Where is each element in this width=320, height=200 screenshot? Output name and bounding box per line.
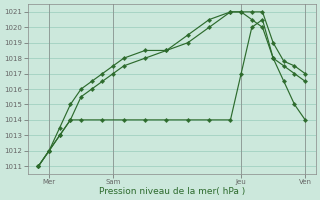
X-axis label: Pression niveau de la mer( hPa ): Pression niveau de la mer( hPa ) bbox=[99, 187, 245, 196]
